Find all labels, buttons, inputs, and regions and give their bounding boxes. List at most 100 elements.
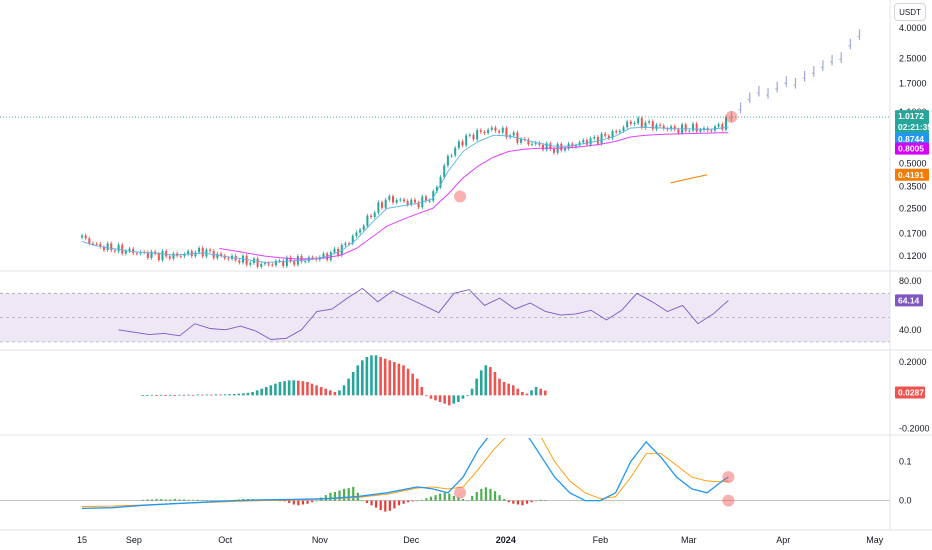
macd-hist-bar — [388, 500, 391, 511]
candle-body — [600, 133, 603, 144]
histogram-bar — [242, 393, 245, 396]
signal-line — [81, 438, 729, 507]
x-tick-label: Feb — [593, 535, 609, 545]
candle-body — [428, 200, 431, 202]
currency-button[interactable]: USDT — [894, 3, 926, 21]
macd-hist-bar — [448, 493, 451, 501]
countdown-tag-bg — [895, 121, 929, 134]
histogram-bar — [347, 378, 350, 396]
macd-hist-bar — [429, 496, 433, 501]
candle-body — [684, 124, 687, 131]
histogram-bar — [493, 372, 497, 396]
macd-hist-bar — [210, 500, 213, 502]
candle-body — [454, 148, 457, 156]
rsi-last-tag-bg — [895, 294, 923, 307]
histogram-bar — [420, 387, 424, 396]
macd-hist-bar — [411, 500, 414, 502]
histogram-bar — [150, 394, 154, 396]
candle-body — [589, 138, 592, 145]
histogram-bar — [251, 392, 254, 396]
macd-hist-bar — [178, 499, 181, 501]
histogram-bar — [333, 392, 337, 396]
candle-body — [384, 199, 387, 208]
macd-hist-bar — [297, 500, 300, 506]
candle-body — [549, 143, 552, 149]
macd-hist-bar — [155, 499, 158, 501]
candle-body — [256, 258, 259, 267]
candle-body — [461, 141, 464, 146]
histogram-bar — [438, 395, 442, 402]
candle-body — [479, 130, 482, 132]
macd-hist-bar — [288, 500, 291, 503]
candle-body — [457, 141, 460, 149]
candle-body — [476, 130, 479, 140]
histogram-bar — [351, 372, 355, 396]
candle-body — [113, 250, 116, 252]
macd-hist-bar — [397, 500, 401, 506]
candle-body — [381, 202, 384, 208]
candle-body — [637, 118, 640, 124]
rsi-panel: 80.00 40.00 64.14 — [0, 276, 923, 343]
price-tick-label: 2.5000 — [899, 54, 927, 64]
candle-body — [490, 127, 493, 130]
candle-body — [677, 129, 680, 133]
candle-body — [626, 121, 629, 128]
candle-body — [267, 263, 270, 265]
histogram-bar — [388, 360, 392, 396]
hist-tick-label: 0.2000 — [899, 357, 927, 367]
x-tick-label: 2024 — [496, 535, 516, 545]
candle-body — [263, 263, 266, 265]
histogram-bar — [164, 395, 167, 396]
candle-body — [692, 123, 695, 131]
candle-body — [699, 129, 702, 132]
price-tick-label: 0.3500 — [899, 181, 927, 191]
histogram-bar — [461, 395, 465, 399]
candle-body — [527, 139, 530, 145]
macd-hist-bar — [516, 500, 520, 505]
histogram-bar — [342, 385, 346, 396]
candle-body — [249, 263, 252, 265]
candle-body — [596, 136, 599, 144]
candle-body — [150, 251, 153, 258]
candle-body — [607, 135, 610, 139]
macd-hist-bar — [530, 500, 533, 503]
macd-hist-bar — [187, 499, 190, 501]
histogram-bar — [379, 357, 382, 396]
macd-hist-bar — [457, 497, 460, 501]
candle-body — [710, 130, 713, 132]
histogram-bar — [269, 385, 273, 396]
macd-hist-bar — [402, 500, 405, 504]
candle-body — [443, 165, 446, 178]
candle-body — [520, 138, 523, 143]
candle-body — [534, 142, 537, 144]
histogram-bar — [502, 382, 506, 396]
histogram-bar — [237, 393, 241, 396]
candle-body — [179, 255, 182, 257]
candle-body — [498, 130, 501, 133]
signal-marker — [722, 471, 735, 484]
ema-fast-line — [81, 126, 729, 263]
signal-marker — [454, 190, 467, 203]
macd-hist-bar — [503, 499, 506, 501]
hist-tick-label: -0.2000 — [899, 424, 930, 434]
macd-hist-bar — [283, 500, 286, 502]
signal-marker — [725, 110, 738, 123]
histogram-bar — [443, 395, 446, 404]
signal-marker — [454, 486, 467, 499]
histogram-bar — [219, 394, 222, 396]
candle-body — [673, 126, 676, 130]
candle-body — [102, 246, 105, 251]
candle-body — [106, 243, 109, 251]
candle-body — [542, 144, 545, 150]
macd-hist-bar — [539, 499, 542, 501]
candle-body — [578, 142, 581, 146]
histogram-bar — [287, 380, 291, 396]
histogram-bar — [338, 390, 341, 396]
macd-hist-bar — [160, 499, 163, 501]
x-axis: 15 Sep Oct Nov Dec 2024 Feb Mar Apr May — [77, 535, 884, 545]
panel-separators — [0, 0, 932, 531]
rsi-line — [118, 287, 729, 340]
histogram-bar — [274, 383, 277, 396]
macd-hist-bar — [182, 499, 186, 501]
